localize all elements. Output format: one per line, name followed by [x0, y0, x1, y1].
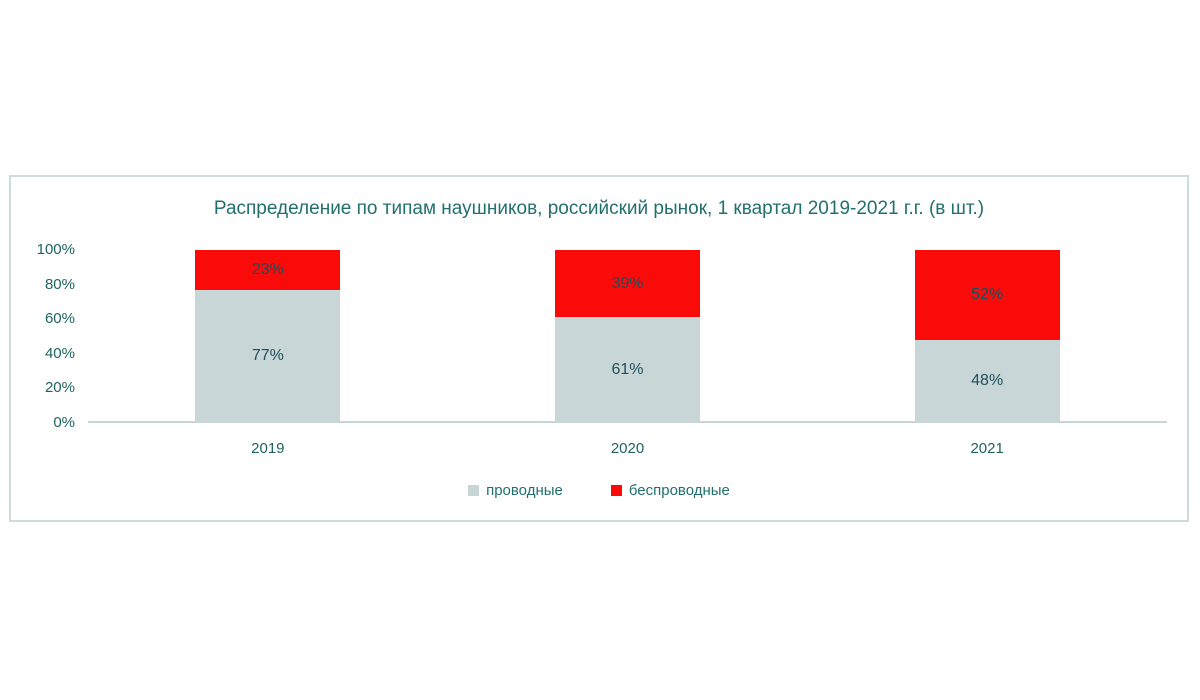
legend-label: проводные — [486, 482, 563, 499]
bar-segment-label: 77% — [251, 347, 284, 365]
x-tick-label: 2019 — [251, 440, 285, 457]
y-tick-label: 40% — [44, 344, 75, 362]
plot-area: 0% 20% 40% 60% 80% 100% 77% 23% 61% 39% 48% 52% 20… — [11, 177, 1187, 520]
y-tick-label: 100% — [36, 241, 75, 258]
y-tick-label: 20% — [44, 379, 75, 397]
bar-segment-label: 52% — [971, 285, 1004, 303]
legend-swatch-icon — [610, 485, 622, 496]
bar-segment-label: 48% — [971, 372, 1004, 390]
x-tick-label: 2020 — [610, 440, 645, 457]
bar-segment: 23% — [195, 250, 341, 290]
bar-segment: 61% — [555, 317, 700, 423]
y-tick-label: 60% — [44, 310, 75, 328]
chart-container: Распределение по типам наушников, россий… — [9, 175, 1189, 522]
bar-segment-label: 23% — [251, 260, 284, 278]
bar-segment-label: 39% — [611, 274, 644, 292]
legend-item: беспроводные — [610, 482, 730, 499]
bar-segment: 48% — [914, 339, 1060, 423]
bar-segment: 39% — [555, 250, 700, 318]
y-tick-label: 0% — [53, 414, 75, 431]
bar-segment: 77% — [195, 289, 341, 423]
chart-title: Распределение по типам наушников, россий… — [213, 198, 985, 219]
legend-swatch-icon — [468, 485, 480, 496]
bar-segment-label: 61% — [611, 361, 644, 379]
y-tick-label: 80% — [44, 275, 75, 293]
x-tick-label: 2021 — [970, 440, 1004, 457]
legend-label: беспроводные — [628, 482, 730, 499]
legend: проводные беспроводные — [11, 482, 1187, 499]
legend-item: проводные — [468, 482, 563, 499]
bar-segment: 52% — [914, 250, 1060, 340]
